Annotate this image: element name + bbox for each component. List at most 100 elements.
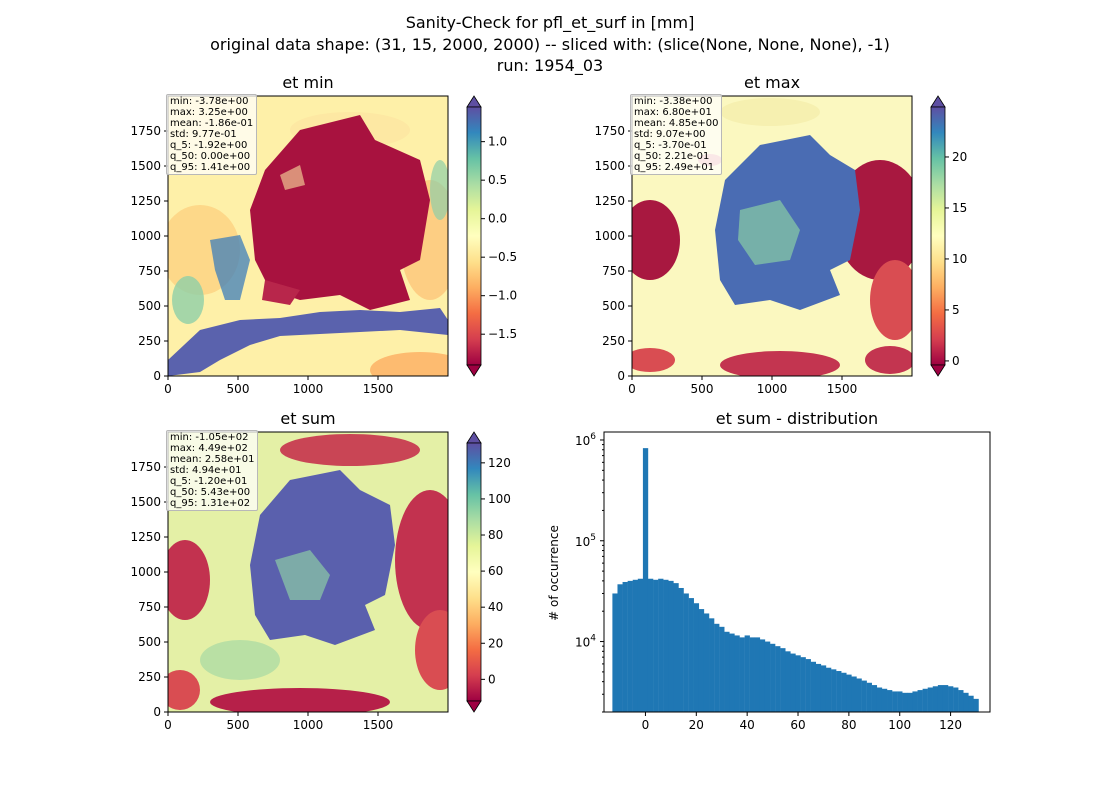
colorbar-tick-label: 15 [952,201,967,215]
histogram-bar [948,686,954,712]
colorbar-extend-top [930,95,946,108]
stat-line: min: -3.38e+00 [634,96,713,107]
y-tick-label: 105 [575,533,596,549]
y-tick-label: 1750 [130,124,161,138]
stat-line: min: -1.05e+02 [170,432,249,443]
x-tick-label: 1000 [757,382,788,396]
histogram-bar [647,578,654,712]
histogram-bar [632,579,639,712]
colorbar-tick-label: −0.5 [488,250,517,264]
x-tick-label: 1000 [293,718,324,732]
et-max-colorbar: 20 15 10 5 0 [930,95,967,377]
histogram-bar [785,651,791,712]
histogram-bar [968,695,974,712]
histogram-bar [810,661,817,712]
distribution-histogram: 0 20 40 60 80 100 120 104 105 106 [575,431,991,732]
histogram-bar [805,659,811,712]
stat-line: std: 4.94e+01 [170,465,242,476]
histogram-bar [617,584,623,712]
y-tick-label: 0 [153,705,161,719]
histogram-bar [892,691,898,712]
stat-line: max: 3.25e+00 [170,107,248,118]
et-sum-colorbar: 120 100 80 60 40 20 0 [466,431,511,713]
stat-line: max: 6.80e+01 [634,107,712,118]
histogram-bar [673,583,679,712]
figure-title: Sanity-Check for pfl_et_surf in [mm] [405,13,695,32]
et-min-map [168,96,448,376]
y-tick-label: 1000 [130,229,161,243]
histogram-bar [876,687,883,712]
histogram-bar [963,692,969,712]
stat-line: q_95: 2.49e+01 [634,162,715,173]
histogram-bar [897,691,903,712]
histogram-bar [663,579,669,712]
x-tick-label: 100 [888,718,911,732]
histogram-bar [637,578,644,712]
y-tick-label: 1000 [130,565,161,579]
histogram-bar [953,687,959,712]
x-tick-label: 1500 [363,718,394,732]
histogram-bar [881,688,888,712]
histogram-bar [800,657,806,712]
stat-line: q_5: -3.70e-01 [634,140,707,151]
et-max-map [632,96,912,376]
y-tick-label: 250 [138,670,161,684]
histogram-bar [942,685,949,712]
histogram-bar [866,682,872,712]
colorbar-gradient [930,106,946,366]
x-tick-label: 0 [642,718,650,732]
et-min-title: et min [282,73,334,92]
histogram-bar [622,581,628,712]
colorbar-tick-label: 20 [952,150,967,164]
et-sum-title: et sum [280,409,336,428]
histogram-bar [714,623,720,712]
histogram-bar [724,631,730,712]
colorbar-tick-label: 10 [952,252,967,266]
et-max-axes: 0 500 1000 1500 0 250 500 750 1000 1250 1500 1750 [594,95,913,396]
x-tick-label: 0 [164,718,172,732]
et-max-stats-box: min: -3.38e+00 max: 6.80e+01 mean: 4.85e… [630,94,723,175]
y-tick-label: 250 [602,334,625,348]
y-tick-label: 1250 [130,194,161,208]
stat-line: q_95: 1.31e+02 [170,498,251,509]
histogram-bar [907,692,913,712]
histogram-bar [922,688,928,712]
y-tick-label: 750 [138,600,161,614]
histogram-bar [841,672,847,712]
colorbar-gradient [466,106,482,366]
et-min-colorbar: 1.0 0.5 0.0 −0.5 −1.0 −1.5 [466,95,517,377]
histogram-bar [729,633,735,712]
histogram-bar [759,639,766,712]
histogram-bar [749,637,755,712]
y-tick-label: 1500 [130,159,161,173]
y-tick-label: 106 [575,432,596,448]
et-min-axes: 0 500 1000 1500 0 250 500 750 1000 1250 1500 1750 [130,95,449,396]
et-max-title: et max [743,73,801,92]
stat-line: mean: 4.85e+00 [634,118,719,129]
colorbar-extend-bottom [930,364,946,377]
histogram-bar [795,655,801,712]
histogram-bar [770,643,776,712]
colorbar-tick-label: 0.5 [488,173,507,187]
histogram-bar [668,580,674,712]
y-tick-label: 1750 [130,460,161,474]
stat-line: q_50: 0.00e+00 [170,151,251,162]
histogram-bar [688,598,694,712]
y-tick-label: 104 [575,634,596,650]
histogram-bar [902,692,908,712]
x-tick-label: 1500 [827,382,858,396]
histogram-bar [815,663,822,712]
figure-subtitle: original data shape: (31, 15, 2000, 2000… [210,35,890,54]
stat-line: mean: -1.86e-01 [170,118,254,129]
histogram-bar [653,579,659,712]
et-min-stats-box: min: -3.78e+00 max: 3.25e+00 mean: -1.86… [166,94,258,175]
histogram-bar [861,680,867,712]
histogram-bar [764,641,771,712]
stat-line: q_50: 2.21e-01 [634,151,710,162]
y-tick-label: 1500 [130,495,161,509]
figure-run-label: run: 1954_03 [496,56,604,75]
histogram-bar [612,593,618,712]
colorbar-extend-bottom [466,364,482,377]
histogram-bar [973,698,979,712]
colorbar-tick-label: 120 [488,456,511,470]
